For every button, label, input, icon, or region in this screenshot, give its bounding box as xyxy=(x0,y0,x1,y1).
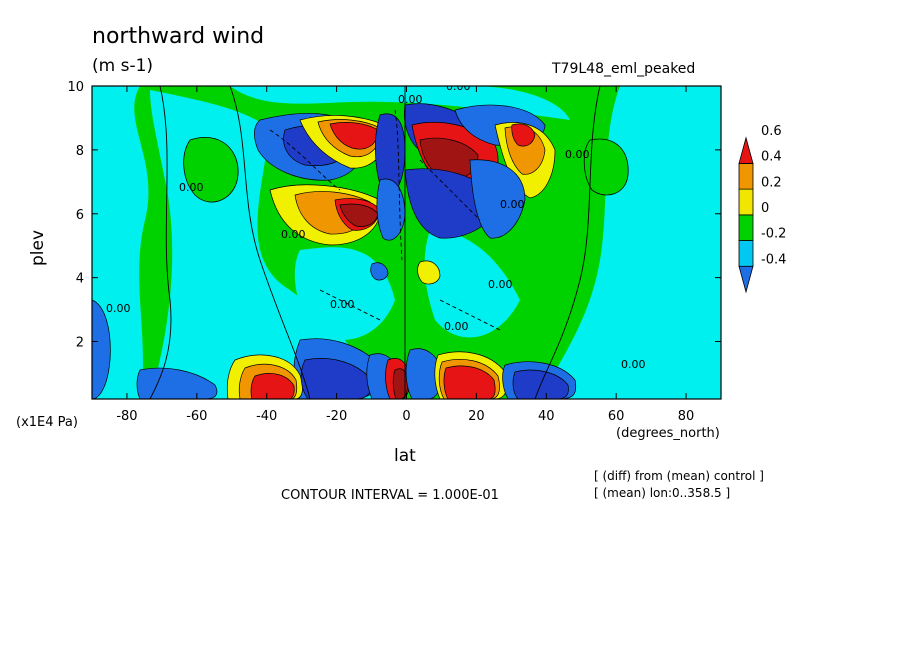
colorbar-level-label: 0.2 xyxy=(761,175,782,190)
field-cyan-region xyxy=(230,86,570,120)
contour-value-label: 0.00 xyxy=(106,302,131,315)
field-shaded-region xyxy=(136,367,218,399)
x-tick-label: -20 xyxy=(326,409,347,424)
field-shaded-region xyxy=(469,159,526,239)
contour-line-zero xyxy=(149,86,172,399)
colorbar-swatch xyxy=(738,188,754,216)
y-tick-label: 8 xyxy=(76,144,84,159)
contour-value-label: 0.00 xyxy=(398,93,423,106)
x-tick-label: 0 xyxy=(402,409,410,424)
contour-line-negative xyxy=(419,159,481,221)
contour-value-label: 0.00 xyxy=(281,228,306,241)
chart-units: (m s-1) xyxy=(92,56,154,76)
colorbar-level-label: -0.4 xyxy=(761,252,786,267)
y-tick-label: 6 xyxy=(76,208,84,223)
field-shaded-region xyxy=(370,262,389,281)
contour-line-negative xyxy=(269,129,341,191)
field-shaded-region xyxy=(417,260,441,285)
colorbar-swatch xyxy=(738,136,754,164)
field-shaded-region xyxy=(376,178,406,241)
y-tick-label: 2 xyxy=(76,336,84,351)
contour-value-label: 0.00 xyxy=(179,181,204,194)
contour-line-negative xyxy=(394,109,403,261)
contour-interval: CONTOUR INTERVAL = 1.000E-01 xyxy=(281,488,499,503)
x-tick-label: -80 xyxy=(116,409,137,424)
field-cyan-region xyxy=(424,230,520,338)
mean-note: [ (mean) lon:0..358.5 ] xyxy=(594,486,731,500)
colorbar-swatch xyxy=(738,214,754,241)
field-cyan-region xyxy=(540,86,721,399)
colorbar-level-label: 0 xyxy=(761,201,769,216)
colorbar-swatch xyxy=(738,240,754,267)
x-axis-label: lat xyxy=(394,446,416,466)
contour-value-label: 0.00 xyxy=(565,148,590,161)
field-shaded-region xyxy=(92,299,111,399)
colorbar-swatch xyxy=(738,265,754,294)
x-tick-label: 60 xyxy=(608,409,625,424)
contour-line-zero xyxy=(229,86,311,399)
diff-note: [ (diff) from (mean) control ] xyxy=(594,469,764,483)
contour-value-label: 0.00 xyxy=(446,80,471,93)
field-cyan-region xyxy=(294,247,395,340)
field-shaded-region xyxy=(329,122,379,150)
field-shaded-region xyxy=(250,373,295,399)
colorbar-level-label: 0.6 xyxy=(761,124,782,139)
field-shaded-region xyxy=(405,348,443,399)
field-shaded-region xyxy=(300,358,372,399)
colorbar-legend: -0.4 -0.2 0 0.2 0.4 0.6 xyxy=(738,124,786,294)
contour-value-label: 0.00 xyxy=(444,320,469,333)
field-shaded-region xyxy=(443,365,496,399)
y-tick-label: 4 xyxy=(76,272,84,287)
colorbar-swatch xyxy=(738,163,754,190)
colorbar-level-label: -0.2 xyxy=(761,227,786,242)
x-tick-label: -60 xyxy=(186,409,207,424)
x-axis-units: (degrees_north) xyxy=(616,426,720,441)
run-label: T79L48_eml_peaked xyxy=(552,61,696,77)
x-tick-label: -40 xyxy=(256,409,277,424)
y-tick-label: 10 xyxy=(67,80,84,95)
y-axis-units: (x1E4 Pa) xyxy=(16,415,78,430)
field-green-region xyxy=(183,137,239,203)
chart-title: northward wind xyxy=(92,24,265,49)
x-tick-label: 20 xyxy=(468,409,485,424)
contour-line-zero xyxy=(534,86,601,399)
field-shaded-region xyxy=(419,137,479,180)
colorbar-level-label: 0.4 xyxy=(761,150,782,165)
contour-value-label: 0.00 xyxy=(621,358,646,371)
contour-value-label: 0.00 xyxy=(330,298,355,311)
field-green-region xyxy=(583,138,629,196)
contour-value-label: 0.00 xyxy=(488,278,513,291)
contour-value-label: 0.00 xyxy=(500,198,525,211)
x-tick-label: 80 xyxy=(678,409,695,424)
plot-field: 0.00 0.00 0.00 0.00 0.00 0.00 0.00 0.00 0.00 0.00… xyxy=(92,80,721,399)
axis-ticks: -80 -60 -40 -20 0 20 40 60 80 2 4 6 8 10 xyxy=(67,80,721,424)
field-shaded-region xyxy=(511,123,536,147)
field-shaded-region xyxy=(339,203,379,227)
x-tick-label: 40 xyxy=(538,409,555,424)
